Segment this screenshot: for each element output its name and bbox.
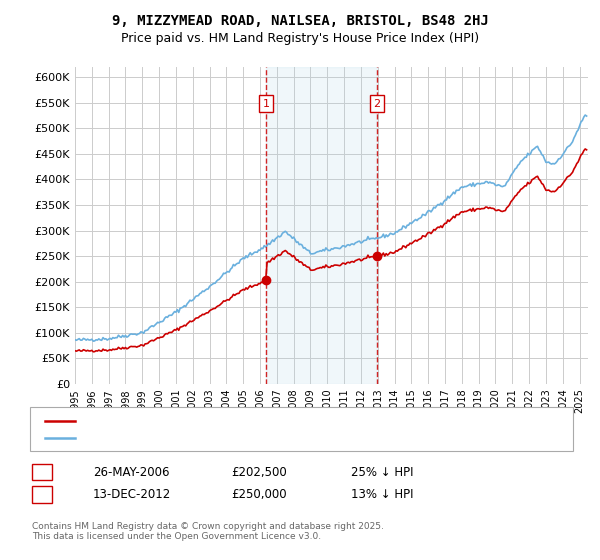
Text: Contains HM Land Registry data © Crown copyright and database right 2025.
This d: Contains HM Land Registry data © Crown c…: [32, 522, 383, 542]
Text: 2: 2: [38, 488, 46, 501]
Text: 2: 2: [373, 99, 380, 109]
Text: 9, MIZZYMEAD ROAD, NAILSEA, BRISTOL, BS48 2HJ (detached house): 9, MIZZYMEAD ROAD, NAILSEA, BRISTOL, BS4…: [81, 416, 441, 426]
Text: 9, MIZZYMEAD ROAD, NAILSEA, BRISTOL, BS48 2HJ: 9, MIZZYMEAD ROAD, NAILSEA, BRISTOL, BS4…: [112, 14, 488, 28]
Text: 13% ↓ HPI: 13% ↓ HPI: [351, 488, 413, 501]
Text: 1: 1: [38, 465, 46, 479]
Text: £202,500: £202,500: [231, 465, 287, 479]
Text: 1: 1: [263, 99, 270, 109]
Text: 26-MAY-2006: 26-MAY-2006: [93, 465, 170, 479]
Text: 13-DEC-2012: 13-DEC-2012: [93, 488, 171, 501]
Text: Price paid vs. HM Land Registry's House Price Index (HPI): Price paid vs. HM Land Registry's House …: [121, 32, 479, 45]
Text: 25% ↓ HPI: 25% ↓ HPI: [351, 465, 413, 479]
Text: HPI: Average price, detached house, North Somerset: HPI: Average price, detached house, Nort…: [81, 433, 356, 443]
Bar: [266, 67, 377, 384]
Text: £250,000: £250,000: [231, 488, 287, 501]
